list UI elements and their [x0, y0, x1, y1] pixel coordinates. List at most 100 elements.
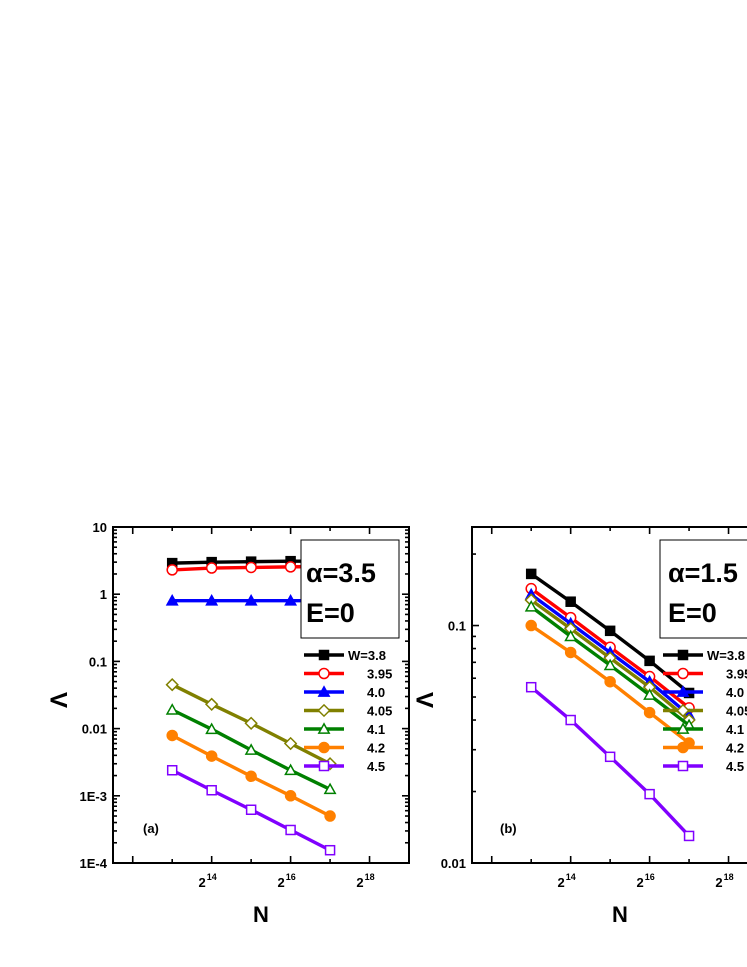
- a-data-point-4-2: [324, 810, 336, 822]
- panel-b-ylabel: Λ: [412, 692, 439, 708]
- a-y-tick-label: 0.01: [82, 722, 107, 737]
- panel-b: 0.1 0.01 214 216 218 α=1.5 E=0 W=3.8 3.95 4.0 4…: [412, 526, 747, 927]
- a-data-point-4-0: [284, 593, 298, 606]
- panel-a-annotation-line1: α=3.5: [306, 558, 376, 588]
- b-x-tick-label: 218: [715, 872, 733, 890]
- b-data-point-w-3-8: [525, 568, 537, 580]
- panel-b-annotation-line1: α=1.5: [668, 558, 738, 588]
- a-data-point-4-1: [205, 722, 219, 735]
- a-data-point-4-0: [205, 593, 219, 606]
- a-data-point-4-05: [204, 697, 219, 711]
- a-y-tick-label: 1E-4: [80, 856, 108, 871]
- a-data-point-4-05: [165, 678, 179, 692]
- b-legend-label-3-95: 3.95: [726, 667, 747, 682]
- panel-a-ylabel: Λ: [46, 692, 73, 708]
- b-data-point-4-5: [683, 830, 695, 842]
- b-legend-label-w-3-8: W=3.8: [707, 648, 745, 663]
- a-y-tick-label: 1E-3: [80, 789, 107, 804]
- a-legend-marker-4-5: [318, 760, 330, 772]
- b-data-point-w-3-8: [644, 655, 655, 667]
- b-legend-label-4-0: 4.0: [726, 685, 744, 700]
- a-data-point-4-1: [323, 782, 337, 795]
- a-legend-label-w-3-8: W=3.8: [348, 648, 386, 663]
- a-y-tick-label: 1: [100, 587, 107, 602]
- panel-a-xlabel: N: [253, 902, 269, 927]
- b-x-tick-label: 216: [636, 872, 654, 890]
- b-legend-marker-4-1: [676, 722, 690, 734]
- a-legend-marker-4-2: [318, 741, 330, 754]
- b-data-point-4-5: [525, 681, 537, 693]
- b-data-point-4-1: [564, 629, 578, 642]
- b-legend-label-4-5: 4.5: [726, 759, 744, 774]
- b-legend-marker-4-0: [676, 685, 690, 697]
- a-data-point-4-1: [244, 743, 258, 755]
- a-x-tick-label: 214: [199, 872, 217, 890]
- panel-b-ticks: 0.1 0.01 214 216 218: [441, 527, 734, 890]
- b-data-point-4-2: [525, 619, 537, 632]
- a-x-tick-label: 218: [356, 872, 374, 890]
- b-legend-label-4-1: 4.1: [726, 722, 744, 737]
- a-data-point-4-5: [285, 824, 296, 836]
- a-data-point-4-0: [165, 593, 179, 606]
- a-data-point-4-2: [245, 770, 257, 783]
- b-x-tick-label: 214: [558, 872, 576, 890]
- a-legend-label-4-0: 4.0: [367, 685, 385, 700]
- panel-b-annotation-line2: E=0: [668, 598, 717, 628]
- a-y-tick-label: 0.1: [89, 654, 107, 669]
- b-data-point-4-2: [643, 706, 656, 719]
- b-data-point-4-5: [565, 714, 576, 726]
- b-legend-marker-3-95: [677, 667, 689, 680]
- b-data-point-4-1: [524, 600, 538, 612]
- b-legend-marker-4-2: [677, 741, 689, 754]
- a-data-point-4-1: [165, 703, 179, 715]
- a-data-point-3-95: [166, 564, 178, 576]
- b-legend-marker-4-5: [677, 760, 689, 772]
- b-data-point-4-1: [643, 688, 657, 700]
- a-legend-label-3-95: 3.95: [367, 667, 392, 682]
- a-data-point-4-5: [324, 844, 336, 856]
- a-legend-marker-4-05: [317, 703, 331, 718]
- a-legend-label-4-1: 4.1: [367, 722, 385, 737]
- b-data-point-4-5: [604, 751, 616, 763]
- a-legend-marker-4-0: [317, 685, 331, 697]
- b-data-point-4-2: [564, 646, 577, 659]
- a-data-point-4-2: [166, 729, 178, 742]
- a-data-point-3-95: [284, 561, 297, 573]
- b-y-tick-label: 0.1: [448, 619, 466, 634]
- panel-a-annotation-line2: E=0: [306, 598, 355, 628]
- panel-b-frame: [471, 526, 747, 864]
- a-data-point-4-1: [284, 763, 298, 776]
- b-data-point-4-1: [603, 658, 617, 671]
- a-data-point-3-95: [245, 561, 257, 574]
- b-legend-marker-4-05: [676, 703, 690, 718]
- a-legend-marker-w-3-8: [318, 649, 330, 661]
- b-data-point-4-5: [644, 788, 655, 800]
- panel-b-annotation-box: [659, 539, 747, 639]
- b-data-point-w-3-8: [604, 625, 616, 637]
- a-y-tick-label: 10: [93, 520, 107, 535]
- a-data-point-3-95: [205, 562, 218, 574]
- a-x-tick-label: 216: [277, 872, 295, 890]
- panel-b-legend: W=3.8 3.95 4.0 4.05 4.1 4.2 4.5: [663, 648, 747, 774]
- b-legend-marker-w-3-8: [677, 649, 689, 661]
- panel-a: 10 1 0.1 0.01 1E-3 1E-4 214 216 218 α=3.5 E=0 W=…: [46, 520, 410, 927]
- b-legend-label-4-2: 4.2: [726, 741, 744, 756]
- panel-a-frame: [112, 526, 410, 864]
- a-legend-marker-4-1: [317, 722, 331, 734]
- panel-b-xlabel: N: [612, 902, 628, 927]
- a-data-point-4-05: [283, 736, 298, 751]
- panel-a-annotation-box: [300, 539, 400, 639]
- panel-a-label: (a): [143, 821, 159, 836]
- a-data-point-4-05: [244, 716, 258, 730]
- b-data-point-w-3-8: [565, 596, 576, 607]
- a-legend-label-4-2: 4.2: [367, 741, 385, 756]
- panel-a-legend: W=3.8 3.95 4.0 4.05 4.1 4.2 4.5: [304, 648, 392, 774]
- a-data-point-4-5: [245, 804, 257, 816]
- a-data-point-4-5: [206, 784, 217, 796]
- a-data-point-4-0: [244, 593, 258, 606]
- panel-b-label: (b): [500, 821, 517, 836]
- b-legend-label-4-05: 4.05: [726, 704, 747, 719]
- b-data-point-4-2: [604, 675, 616, 688]
- a-legend-marker-3-95: [318, 667, 330, 680]
